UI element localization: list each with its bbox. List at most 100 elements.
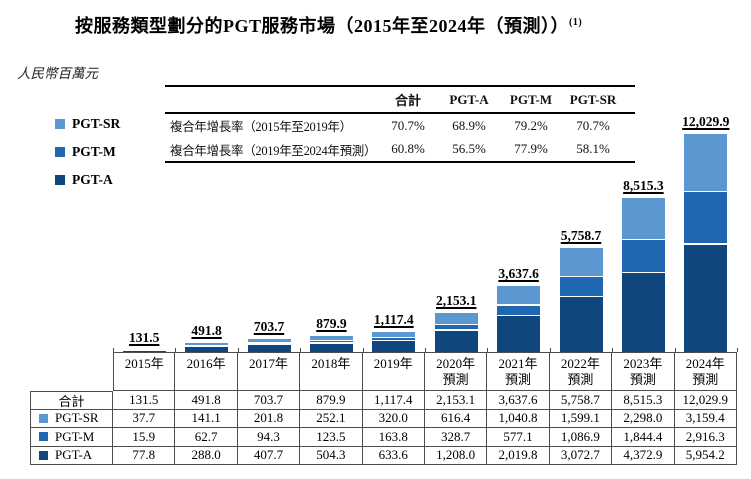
bar-total-label: 12,029.9 xyxy=(682,114,730,129)
bar-segment-pgt-sr xyxy=(621,197,665,240)
axis-tick xyxy=(612,348,614,352)
segment-separator xyxy=(559,275,603,278)
chart: 131.5 491.8 703.7 879.9 1,117.4 2,153.1 3,637.… xyxy=(113,114,738,352)
cagr-data-row-0: 複合年增長率（2015年至2019年） 70.7% 68.9% 79.2% 70.7% xyxy=(165,114,635,138)
segment-separator xyxy=(372,339,416,342)
segment-separator xyxy=(309,339,353,342)
value-cell: 5,758.7 xyxy=(549,391,613,410)
year-header-line1: 2016年 xyxy=(186,356,226,371)
bar-segment-pgt-a xyxy=(185,346,229,352)
value-cell: 163.8 xyxy=(362,428,425,447)
bar-segment-pgt-m xyxy=(684,191,728,245)
segment-separator xyxy=(497,304,541,306)
row-label-text: 合計 xyxy=(58,393,85,409)
value-cell: 3,637.6 xyxy=(487,391,550,410)
segment-separator xyxy=(185,345,229,347)
bar-total-label: 2,153.1 xyxy=(435,292,477,308)
bar-total-label: 8,515.3 xyxy=(623,177,664,193)
legend-label-pgt-m: PGT-M xyxy=(72,144,116,159)
bar-segment-pgt-a xyxy=(309,342,353,352)
value-cell: 879.9 xyxy=(300,391,363,410)
pgt-a-swatch-icon xyxy=(39,450,48,460)
segment-separator xyxy=(559,295,603,297)
value-cell: 8,515.3 xyxy=(612,391,675,410)
value-cell: 577.1 xyxy=(487,428,550,447)
cagr-row-label: 複合年增長率（2019年至2024年預測） xyxy=(170,143,377,158)
value-cell: 2,019.8 xyxy=(487,446,550,465)
bar-2017年 xyxy=(247,339,291,352)
bar-total-label: 3,637.6 xyxy=(498,266,539,282)
value-cell: 94.3 xyxy=(237,428,301,447)
year-header-2016年: 2016年 xyxy=(175,352,238,391)
bar-segment-pgt-a xyxy=(372,340,416,352)
value-cell: 15.9 xyxy=(113,428,176,447)
bar-segment-pgt-m xyxy=(247,342,291,345)
row-label-text: PGT-M xyxy=(55,428,95,444)
cagr-value: 79.2% xyxy=(514,117,548,133)
year-header-2022年: 2022年 預測 xyxy=(549,352,613,391)
cagr-col-header-3: PGT-SR xyxy=(569,91,617,107)
value-cell: 2,916.3 xyxy=(674,428,737,447)
legend-item-pgt-m: PGT-M xyxy=(55,144,120,159)
bar-2023年預測 xyxy=(621,197,665,352)
value-cell: 633.6 xyxy=(362,446,425,465)
value-cell: 62.7 xyxy=(175,428,238,447)
bar-segment-pgt-a xyxy=(684,244,728,352)
axis-tick xyxy=(487,348,489,352)
value-cell: 1,844.4 xyxy=(612,428,675,447)
pgt-a-swatch-icon xyxy=(55,175,65,185)
bottom-table: 2015年 2016年 2017年 2018年 2019年 2020年 預測 2021年 預測 2… xyxy=(30,352,737,465)
segment-separator xyxy=(621,272,665,274)
cagr-value: 77.9% xyxy=(514,141,548,157)
value-cell: 12,029.9 xyxy=(674,391,737,410)
year-header-line1: 2023年 xyxy=(623,356,663,371)
bar-total-label: 491.8 xyxy=(191,323,222,339)
cagr-value: 70.7% xyxy=(391,117,425,133)
bar-2019年 xyxy=(372,331,416,352)
value-cell: 252.1 xyxy=(300,409,363,428)
bar-2022年預測 xyxy=(559,247,603,352)
bar-segment-pgt-m xyxy=(497,304,541,316)
legend-label-pgt-a: PGT-A xyxy=(72,172,113,187)
row-label-pgt-m: PGT-M xyxy=(30,428,113,447)
value-cell: 141.1 xyxy=(175,409,238,428)
cagr-col-header-1: PGT-A xyxy=(449,91,489,107)
bar-segment-pgt-sr xyxy=(185,343,229,346)
year-header-2023年: 2023年 預測 xyxy=(612,352,675,391)
year-header-line1: 2019年 xyxy=(373,356,413,371)
segment-separator xyxy=(684,243,728,245)
year-header-line1: 2015年 xyxy=(124,356,164,371)
value-cell: 407.7 xyxy=(237,446,301,465)
cagr-col-header-0: 合計 xyxy=(394,93,421,108)
value-cell: 1,117.4 xyxy=(362,391,425,410)
value-cell: 328.7 xyxy=(424,428,488,447)
segment-separator xyxy=(497,314,541,317)
legend: PGT-SR PGT-M PGT-A xyxy=(55,116,120,201)
bar-2018年 xyxy=(309,336,353,352)
axis-tick xyxy=(113,348,114,352)
value-cell: 37.7 xyxy=(113,409,176,428)
value-cell: 4,372.9 xyxy=(612,446,675,465)
cagr-value: 56.5% xyxy=(452,141,486,157)
bar-segment-pgt-sr xyxy=(559,247,603,277)
segment-separator xyxy=(309,342,353,344)
year-header-2021年: 2021年 預測 xyxy=(487,352,550,391)
axis-tick xyxy=(175,348,177,352)
segment-separator xyxy=(247,342,291,344)
cagr-data-row-1: 複合年增長率（2019年至2024年預測） 60.8% 56.5% 77.9% 58.1… xyxy=(165,138,635,162)
row-label-pgt-sr: PGT-SR xyxy=(30,409,113,428)
axis-tick xyxy=(237,348,239,352)
year-header-2020年: 2020年 預測 xyxy=(424,352,488,391)
value-cell: 703.7 xyxy=(237,391,301,410)
year-header-line1: 2018年 xyxy=(311,356,351,371)
value-cell: 491.8 xyxy=(175,391,238,410)
year-header-line1: 2020年 xyxy=(436,356,476,371)
year-header-line1: 2021年 xyxy=(498,356,538,371)
segment-separator xyxy=(621,238,665,240)
year-header-line2: 預測 xyxy=(442,372,469,387)
bar-segment-pgt-m xyxy=(372,337,416,341)
value-cell: 131.5 xyxy=(113,391,176,410)
value-cell: 5,954.2 xyxy=(674,446,737,465)
bar-segment-pgt-a xyxy=(621,272,665,352)
